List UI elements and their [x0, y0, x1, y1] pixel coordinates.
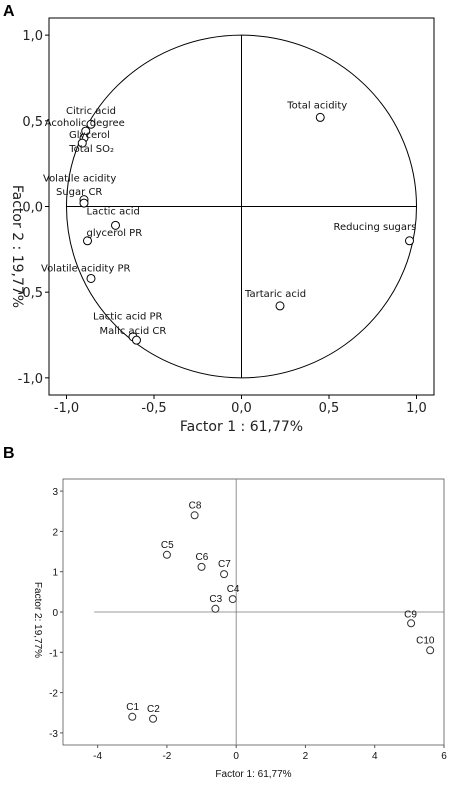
- point-label: C3: [209, 594, 222, 605]
- point-marker: [111, 220, 120, 230]
- point-label: C4: [227, 584, 240, 595]
- point-marker: [79, 198, 89, 208]
- point-label: Total SO₂: [68, 144, 114, 155]
- point-label: Volatile acidity PR: [41, 263, 130, 274]
- x-tick-label: 2: [303, 751, 309, 762]
- point-label: glycerol PR: [87, 228, 143, 239]
- point-label: Malic acid CR: [100, 326, 167, 337]
- y-tick-label: 0: [52, 608, 58, 619]
- point-label: C1: [126, 702, 139, 713]
- x-tick-label: 0,5: [319, 401, 340, 416]
- y-tick-label: 0,5: [22, 115, 43, 130]
- point-label: Lactic acid PR: [93, 312, 163, 323]
- point-marker: [211, 604, 220, 613]
- point-marker: [83, 236, 92, 246]
- point-marker: [405, 236, 414, 246]
- point-label: C10: [416, 635, 435, 646]
- x-tick-label: -1,0: [54, 401, 79, 416]
- point-marker: [190, 511, 199, 520]
- point-label: C5: [161, 540, 174, 551]
- point-marker: [315, 112, 325, 122]
- point-label: C7: [218, 559, 231, 570]
- point-marker: [220, 570, 229, 579]
- x-tick-label: 6: [441, 751, 447, 762]
- y-axis-title: Factor 2: 19,77%: [32, 582, 43, 658]
- y-tick-label: 0,0: [22, 201, 43, 216]
- x-tick-label: 1,0: [406, 401, 427, 416]
- x-tick-label: 0,0: [231, 401, 252, 416]
- y-tick-label: -3: [49, 729, 58, 740]
- x-axis-title: Factor 1: 61,77%: [215, 769, 291, 780]
- point-marker: [132, 335, 141, 345]
- point-marker: [77, 138, 87, 148]
- y-tick-label: -1,0: [18, 372, 43, 387]
- point-marker: [128, 712, 137, 721]
- point-label: C6: [196, 552, 209, 563]
- x-tick-label: -0,5: [141, 401, 166, 416]
- panel-b-label: B: [3, 445, 15, 462]
- point-label: Citric acid: [66, 106, 116, 117]
- point-marker: [228, 595, 237, 604]
- panel-a-label: A: [3, 3, 15, 20]
- y-tick-label: -1: [49, 648, 58, 659]
- point-label: Total acidity: [286, 100, 347, 111]
- x-tick-label: -4: [93, 751, 102, 762]
- point-marker: [275, 301, 285, 311]
- x-tick-label: 0: [233, 751, 239, 762]
- y-tick-label: 3: [52, 487, 58, 498]
- point-label: Tartaric acid: [244, 289, 306, 300]
- y-tick-label: 2: [52, 527, 58, 538]
- point-marker: [426, 646, 435, 655]
- point-marker: [86, 119, 96, 129]
- point-label: Volatile acidity: [43, 174, 116, 185]
- point-label: C8: [189, 500, 202, 511]
- x-tick-label: -2: [162, 751, 171, 762]
- y-axis-title: Factor 2 : 19,77%: [9, 185, 25, 308]
- y-tick-label: -0,5: [18, 286, 43, 301]
- point-marker: [149, 714, 158, 723]
- point-label: Acoholic degree: [45, 118, 125, 129]
- x-tick-label: 4: [372, 751, 378, 762]
- point-label: Glycerol: [69, 130, 110, 141]
- point-label: Reducing sugars: [334, 222, 417, 233]
- point-marker: [86, 273, 96, 283]
- point-marker: [162, 550, 171, 559]
- point-label: C2: [147, 704, 160, 715]
- point-label: Lactic acid: [87, 206, 140, 217]
- point-marker: [197, 562, 206, 571]
- point-label: Sugar CR: [56, 187, 102, 198]
- y-tick-label: 1: [52, 568, 58, 579]
- y-tick-label: 1,0: [22, 29, 43, 44]
- point-label: C9: [404, 609, 417, 620]
- y-tick-label: -2: [49, 689, 58, 700]
- point-marker: [407, 619, 416, 628]
- x-axis-title: Factor 1 : 61,77%: [180, 419, 303, 435]
